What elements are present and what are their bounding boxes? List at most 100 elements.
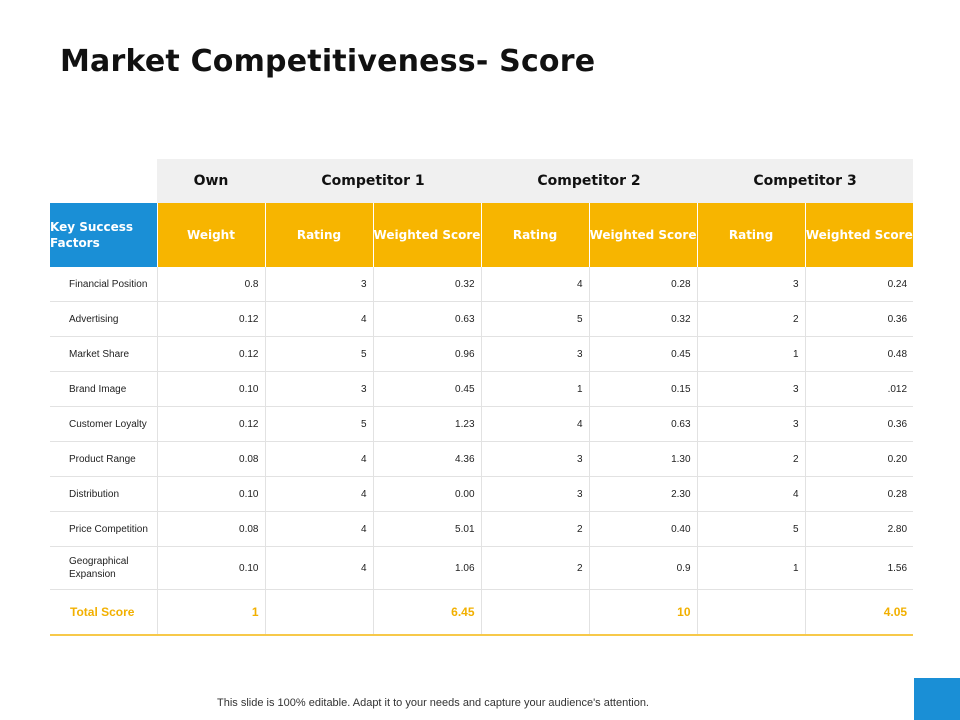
column-header-row: Key Success Factors Weight Rating Weight… — [50, 203, 914, 267]
value-cell: 3 — [696, 267, 806, 302]
value-cell: 2.30 — [588, 476, 698, 512]
value-cell: 1.56 — [804, 546, 914, 590]
value-cell: 1 — [696, 336, 806, 372]
value-cell: 0.00 — [372, 476, 482, 512]
value-cell: 0.28 — [804, 476, 914, 512]
group-header-row: Own Competitor 1 Competitor 2 Competitor… — [50, 159, 914, 203]
column-header-weight: Weight — [156, 203, 265, 267]
value-cell: 0.48 — [804, 336, 914, 372]
value-cell: 3 — [480, 336, 590, 372]
table-row: Market Share 0.12 5 0.96 3 0.45 1 0.48 — [50, 336, 914, 372]
value-cell: 0.15 — [588, 371, 698, 407]
table-row: Price Competition 0.08 4 5.01 2 0.40 5 2… — [50, 511, 914, 547]
value-cell: 5.01 — [372, 511, 482, 547]
group-header-competitor-3: Competitor 3 — [697, 159, 914, 203]
value-cell: 0.24 — [804, 267, 914, 302]
value-cell: 2 — [696, 301, 806, 337]
value-cell: 4 — [264, 301, 373, 337]
factor-cell: Price Competition — [50, 511, 157, 547]
value-cell: 1 — [696, 546, 806, 590]
column-header-key-success-factors: Key Success Factors — [50, 203, 157, 267]
group-header-competitor-2: Competitor 2 — [481, 159, 698, 203]
table-row: Customer Loyalty 0.12 5 1.23 4 0.63 3 0.… — [50, 406, 914, 442]
value-cell: 0.10 — [156, 546, 265, 590]
value-cell: 4 — [264, 441, 373, 477]
value-cell: 0.32 — [372, 267, 482, 302]
value-cell: 0.36 — [804, 301, 914, 337]
group-header-competitor-1: Competitor 1 — [265, 159, 482, 203]
value-cell: .012 — [804, 371, 914, 407]
total-weighted-score-3: 4.05 — [804, 589, 914, 636]
value-cell: 3 — [696, 371, 806, 407]
factor-cell: Customer Loyalty — [50, 406, 157, 442]
corner-accent-box — [914, 678, 960, 720]
total-blank-2 — [480, 589, 590, 636]
value-cell: 0.20 — [804, 441, 914, 477]
value-cell: 3 — [264, 371, 373, 407]
value-cell: 5 — [480, 301, 590, 337]
value-cell: 5 — [264, 336, 373, 372]
value-cell: 4.36 — [372, 441, 482, 477]
factor-cell: Market Share — [50, 336, 157, 372]
total-weight: 1 — [156, 589, 265, 636]
total-blank-3 — [696, 589, 806, 636]
factor-cell: Geographical Expansion — [50, 546, 157, 590]
value-cell: 0.08 — [156, 511, 265, 547]
value-cell: 5 — [696, 511, 806, 547]
value-cell: 0.10 — [156, 371, 265, 407]
value-cell: 2 — [696, 441, 806, 477]
total-blank-1 — [264, 589, 373, 636]
value-cell: 0.63 — [372, 301, 482, 337]
column-header-weighted-score-3: Weighted Score — [804, 203, 914, 267]
value-cell: 5 — [264, 406, 373, 442]
value-cell: 1.23 — [372, 406, 482, 442]
table-row: Product Range 0.08 4 4.36 3 1.30 2 0.20 — [50, 441, 914, 477]
column-header-rating-3: Rating — [696, 203, 806, 267]
column-header-weighted-score-2: Weighted Score — [588, 203, 698, 267]
value-cell: 0.8 — [156, 267, 265, 302]
value-cell: 0.12 — [156, 406, 265, 442]
value-cell: 4 — [264, 511, 373, 547]
value-cell: 0.36 — [804, 406, 914, 442]
factor-cell: Brand Image — [50, 371, 157, 407]
value-cell: 0.10 — [156, 476, 265, 512]
group-header-own: Own — [157, 159, 265, 203]
value-cell: 4 — [264, 546, 373, 590]
value-cell: 0.45 — [372, 371, 482, 407]
value-cell: 2.80 — [804, 511, 914, 547]
value-cell: 0.40 — [588, 511, 698, 547]
value-cell: 2 — [480, 546, 590, 590]
value-cell: 2 — [480, 511, 590, 547]
value-cell: 0.45 — [588, 336, 698, 372]
value-cell: 0.32 — [588, 301, 698, 337]
value-cell: 0.12 — [156, 336, 265, 372]
value-cell: 0.28 — [588, 267, 698, 302]
column-header-weighted-score-1: Weighted Score — [372, 203, 482, 267]
score-table: Own Competitor 1 Competitor 2 Competitor… — [50, 159, 914, 636]
page-title: Market Competitiveness- Score — [60, 44, 596, 79]
value-cell: 0.08 — [156, 441, 265, 477]
factor-cell: Financial Position — [50, 267, 157, 302]
value-cell: 0.12 — [156, 301, 265, 337]
table-row: Advertising 0.12 4 0.63 5 0.32 2 0.36 — [50, 301, 914, 337]
total-label: Total Score — [50, 589, 157, 636]
value-cell: 0.63 — [588, 406, 698, 442]
value-cell: 4 — [480, 267, 590, 302]
total-weighted-score-2: 10 — [588, 589, 698, 636]
table-row: Geographical Expansion 0.10 4 1.06 2 0.9… — [50, 546, 914, 590]
value-cell: 1 — [480, 371, 590, 407]
factor-cell: Advertising — [50, 301, 157, 337]
value-cell: 3 — [696, 406, 806, 442]
table-row: Brand Image 0.10 3 0.45 1 0.15 3 .012 — [50, 371, 914, 407]
table-row: Financial Position 0.8 3 0.32 4 0.28 3 0… — [50, 267, 914, 302]
factor-cell: Distribution — [50, 476, 157, 512]
value-cell: 1.06 — [372, 546, 482, 590]
value-cell: 3 — [480, 476, 590, 512]
column-header-rating-2: Rating — [480, 203, 590, 267]
total-weighted-score-1: 6.45 — [372, 589, 482, 636]
header-corner — [50, 159, 157, 203]
value-cell: 3 — [480, 441, 590, 477]
factor-cell: Product Range — [50, 441, 157, 477]
value-cell: 0.9 — [588, 546, 698, 590]
value-cell: 4 — [480, 406, 590, 442]
